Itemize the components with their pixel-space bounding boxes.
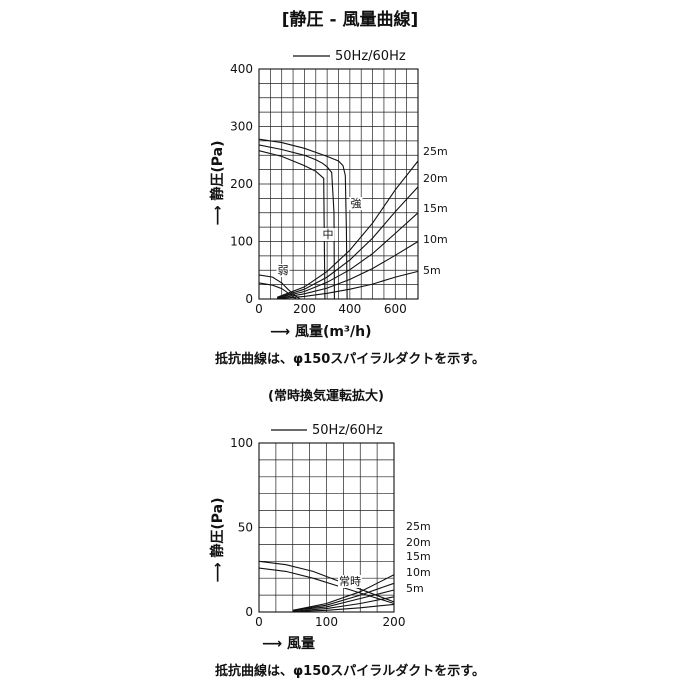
resistance-curve-25m (277, 160, 419, 298)
y-tick-label: 400 (230, 62, 253, 76)
chart-note: 抵抗曲線は、φ150スパイラルダクトを示す。 (215, 351, 485, 367)
curve-label-bg (276, 264, 290, 277)
resistance-curve-20m (292, 582, 395, 611)
resistance-label: 5m (406, 582, 424, 595)
x-tick-label: 200 (293, 302, 316, 316)
resistance-curve-15m (292, 589, 395, 611)
resistance-label: 10m (423, 233, 448, 246)
resistance-curve-10m (292, 596, 395, 612)
curve-label-bg (321, 228, 335, 241)
x-tick-label: 600 (384, 302, 407, 316)
performance-curve-0 (258, 138, 348, 300)
resistance-curve-25m (292, 574, 395, 611)
y-tick-label: 300 (230, 120, 253, 134)
resistance-label: 15m (406, 550, 431, 563)
resistance-curve-5m (277, 270, 419, 300)
y-tick-label: 0 (245, 292, 253, 306)
plot-frame (258, 68, 419, 300)
performance-curve-3 (258, 274, 301, 300)
x-tick-label: 200 (383, 615, 406, 629)
resistance-label: 25m (406, 520, 431, 533)
resistance-label: 5m (423, 264, 441, 277)
plot-frame (258, 442, 395, 613)
curve-label: 常時 (339, 575, 361, 588)
resistance-curve-15m (277, 212, 419, 299)
x-axis-label: ⟶ 風量 (262, 636, 315, 652)
x-tick-label: 100 (315, 615, 338, 629)
curve-label: 中 (323, 228, 334, 241)
resistance-label: 10m (406, 566, 431, 579)
x-tick-label: 0 (255, 302, 263, 316)
curve-label: 弱 (278, 264, 289, 277)
y-axis-label: ⟶ 静圧(Pa) (209, 497, 226, 582)
legend-label: 50Hz/60Hz (312, 423, 383, 438)
performance-curve-1 (258, 144, 335, 300)
curve-label-bg (338, 575, 362, 588)
resistance-label: 20m (423, 172, 448, 185)
resistance-curve-20m (277, 186, 419, 299)
chart-subtitle: (常時換気運転拡大) (268, 388, 384, 404)
y-tick-label: 100 (230, 235, 253, 249)
x-axis-label: ⟶ 風量(m³/h) (270, 324, 372, 340)
curve-label: 強 (351, 197, 362, 210)
y-tick-label: 50 (238, 521, 253, 535)
legend-label: 50Hz/60Hz (335, 49, 406, 64)
resistance-label: 20m (406, 536, 431, 549)
performance-curve-2 (258, 150, 326, 300)
x-tick-label: 400 (338, 302, 361, 316)
resistance-curve-5m (292, 603, 395, 613)
resistance-curve-10m (277, 241, 419, 299)
figure-title: [静圧 - 風量曲線] (282, 9, 418, 30)
performance-curve-0 (258, 560, 395, 603)
performance-curve-1 (258, 567, 395, 605)
y-axis-label: ⟶ 静圧(Pa) (209, 140, 226, 225)
y-tick-label: 0 (245, 605, 253, 619)
x-tick-label: 0 (255, 615, 263, 629)
curve-label-bg (349, 197, 363, 210)
y-tick-label: 200 (230, 177, 253, 191)
y-tick-label: 100 (230, 436, 253, 450)
chart-main: 50Hz/60Hz 0 200 400 600 0 100 200 300 400 ⟶ 風量(m³/… (209, 49, 485, 367)
chart-note: 抵抗曲線は、φ150スパイラルダクトを示す。 (215, 663, 485, 679)
resistance-label: 15m (423, 202, 448, 215)
resistance-label: 25m (423, 145, 448, 158)
